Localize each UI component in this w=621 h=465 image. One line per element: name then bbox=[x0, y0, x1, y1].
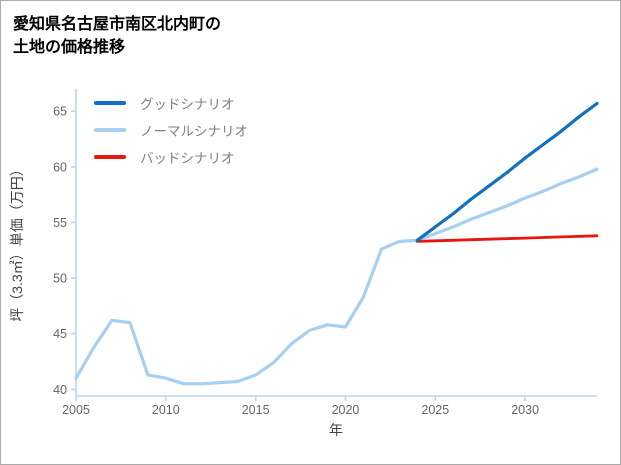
y-axis-label: 坪（3.3㎡）単価（万円） bbox=[9, 162, 25, 321]
x-tick-label: 2015 bbox=[242, 403, 270, 417]
legend-item: グッドシナリオ bbox=[94, 93, 248, 113]
legend-label: グッドシナリオ bbox=[140, 97, 235, 112]
y-tick-label: 65 bbox=[53, 105, 67, 119]
chart-legend: グッドシナリオ ノーマルシナリオ バッドシナリオ bbox=[94, 93, 248, 167]
series-line bbox=[415, 234, 599, 243]
x-tick-label: 2030 bbox=[511, 403, 539, 417]
legend-swatch bbox=[94, 128, 126, 132]
legend-label: ノーマルシナリオ bbox=[140, 124, 248, 139]
x-axis-label: 年 bbox=[329, 422, 343, 438]
series-line bbox=[415, 101, 599, 242]
legend-item: ノーマルシナリオ bbox=[94, 120, 248, 140]
page-title-line-1: 愛知県名古屋市南区北内町の bbox=[13, 16, 222, 33]
page-title-line-2: 土地の価格推移 bbox=[13, 39, 126, 56]
y-tick-label: 45 bbox=[53, 327, 67, 341]
series-line bbox=[74, 167, 599, 386]
legend-swatch bbox=[94, 101, 126, 105]
y-tick-label: 50 bbox=[53, 272, 67, 286]
x-tick-label: 2020 bbox=[332, 403, 360, 417]
x-tick-label: 2005 bbox=[62, 403, 90, 417]
legend-item: バッドシナリオ bbox=[94, 147, 248, 167]
x-tick-label: 2025 bbox=[421, 403, 449, 417]
y-tick-label: 40 bbox=[53, 383, 67, 397]
legend-swatch bbox=[94, 155, 126, 159]
legend-label: バッドシナリオ bbox=[140, 151, 235, 166]
x-tick-label: 2010 bbox=[152, 403, 180, 417]
y-tick-label: 55 bbox=[53, 216, 67, 230]
y-tick-label: 60 bbox=[53, 160, 67, 174]
page-title: 愛知県名古屋市南区北内町の 土地の価格推移 bbox=[13, 13, 221, 59]
